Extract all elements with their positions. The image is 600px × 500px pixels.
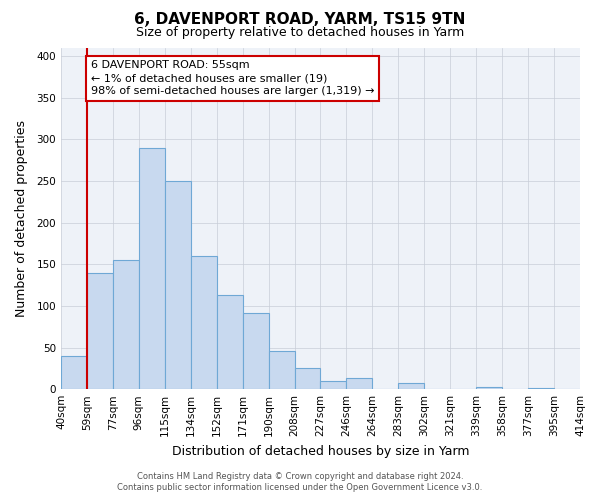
Bar: [139, 148, 165, 389]
Bar: [242, 312, 269, 389]
Bar: [217, 295, 242, 389]
Text: 6 DAVENPORT ROAD: 55sqm
← 1% of detached houses are smaller (19)
98% of semi-det: 6 DAVENPORT ROAD: 55sqm ← 1% of detached…: [91, 60, 374, 96]
Text: Size of property relative to detached houses in Yarm: Size of property relative to detached ho…: [136, 26, 464, 39]
Bar: [87, 272, 113, 389]
X-axis label: Distribution of detached houses by size in Yarm: Distribution of detached houses by size …: [172, 444, 469, 458]
Bar: [191, 256, 217, 389]
Bar: [165, 181, 191, 389]
Text: 6, DAVENPORT ROAD, YARM, TS15 9TN: 6, DAVENPORT ROAD, YARM, TS15 9TN: [134, 12, 466, 28]
Bar: [295, 368, 320, 389]
Bar: [320, 381, 346, 389]
Y-axis label: Number of detached properties: Number of detached properties: [15, 120, 28, 317]
Bar: [61, 356, 87, 389]
Text: Contains HM Land Registry data © Crown copyright and database right 2024.
Contai: Contains HM Land Registry data © Crown c…: [118, 472, 482, 492]
Bar: [113, 260, 139, 389]
Bar: [476, 386, 502, 389]
Bar: [346, 378, 373, 389]
Bar: [528, 388, 554, 389]
Bar: [269, 351, 295, 389]
Bar: [398, 382, 424, 389]
